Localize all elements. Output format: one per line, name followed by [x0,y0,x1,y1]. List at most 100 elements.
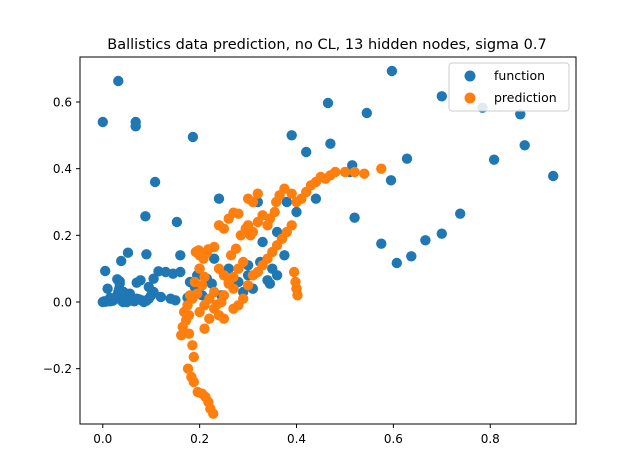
prediction-point [269,206,280,218]
prediction-point [242,280,254,291]
prediction-point [286,188,297,199]
function-point [140,211,151,222]
x-tick-label: 0.4 [287,432,306,446]
function-point [175,266,186,278]
function-point [155,291,167,303]
function-point [349,212,360,223]
function-point [206,278,217,289]
function-point [100,265,111,277]
data-marks [97,65,559,419]
function-point [322,97,334,109]
prediction-point [187,340,198,351]
function-point [406,251,417,262]
y-tick-label: 0.2 [53,229,72,243]
function-point [175,250,186,261]
prediction-point [199,271,210,283]
legend-label-prediction: prediction [494,90,557,105]
function-point [420,235,431,246]
function-point [143,281,154,293]
prediction-point [194,306,205,318]
legend: function prediction [448,62,570,112]
x-tick-label: 0.0 [93,432,112,446]
series-function [97,65,559,308]
y-axis: −0.2 0.0 0.2 0.4 0.6 [43,96,80,376]
prediction-point [218,313,230,324]
prediction-point [339,166,351,178]
function-point [126,292,137,304]
prediction-point [288,266,300,278]
function-point [116,255,127,267]
prediction-point [176,330,187,341]
prediction-point [330,166,341,178]
function-point [264,278,276,289]
y-tick-label: −0.2 [43,362,72,376]
function-point [361,107,372,119]
function-point [102,283,113,294]
legend-label-function: function [494,68,545,83]
prediction-point [184,290,196,301]
y-tick-label: 0.4 [53,162,72,176]
function-point [257,236,268,248]
function-point [271,270,283,281]
prediction-point [286,220,297,231]
function-point [310,193,322,204]
function-point [171,216,183,228]
function-point [97,116,109,128]
function-point [286,130,297,141]
function-point [141,249,152,260]
function-point [122,247,134,258]
function-point [455,208,466,219]
legend-box [448,62,570,112]
legend-marker-function [464,70,476,82]
prediction-point [194,263,205,274]
function-point [436,91,447,102]
y-tick-label: 0.6 [53,96,72,110]
function-point [114,276,125,287]
axes-frame [79,56,577,425]
prediction-point [223,278,234,289]
prediction-point [247,196,259,208]
function-point [281,196,292,208]
prediction-point [233,208,244,219]
prediction-point [359,168,370,179]
function-point [548,170,559,182]
prediction-point [230,243,242,254]
prediction-point [189,276,200,288]
prediction-point [182,363,194,374]
x-axis: 0.0 0.2 0.4 0.6 0.8 [93,424,500,446]
prediction-point [204,313,215,324]
function-point [301,146,312,158]
function-point [488,154,500,165]
prediction-point [292,290,303,301]
prediction-point [186,371,197,383]
function-point [104,292,116,304]
function-point [515,109,526,120]
function-point [148,273,159,284]
function-point [279,250,290,261]
series-prediction [176,163,387,419]
function-point [209,253,220,264]
prediction-point [245,230,256,241]
prediction-point [192,386,203,398]
prediction-point [211,299,222,310]
prediction-point [194,250,205,261]
x-tick-label: 0.6 [384,432,403,446]
prediction-point [183,328,195,339]
prediction-point [376,163,387,174]
function-point [436,228,447,239]
y-tick-label: 0.0 [53,296,72,310]
function-point [291,206,302,218]
function-point [187,131,199,143]
prediction-point [188,351,199,363]
chart-title: Ballistics data prediction, no CL, 13 hi… [107,37,546,53]
function-point [385,175,397,186]
legend-marker-prediction [464,92,476,104]
function-point [213,193,225,204]
function-point [376,238,387,249]
prediction-point [233,263,244,274]
function-point [325,138,336,149]
function-point [401,153,413,164]
prediction-point [209,241,220,253]
function-point [135,275,146,286]
